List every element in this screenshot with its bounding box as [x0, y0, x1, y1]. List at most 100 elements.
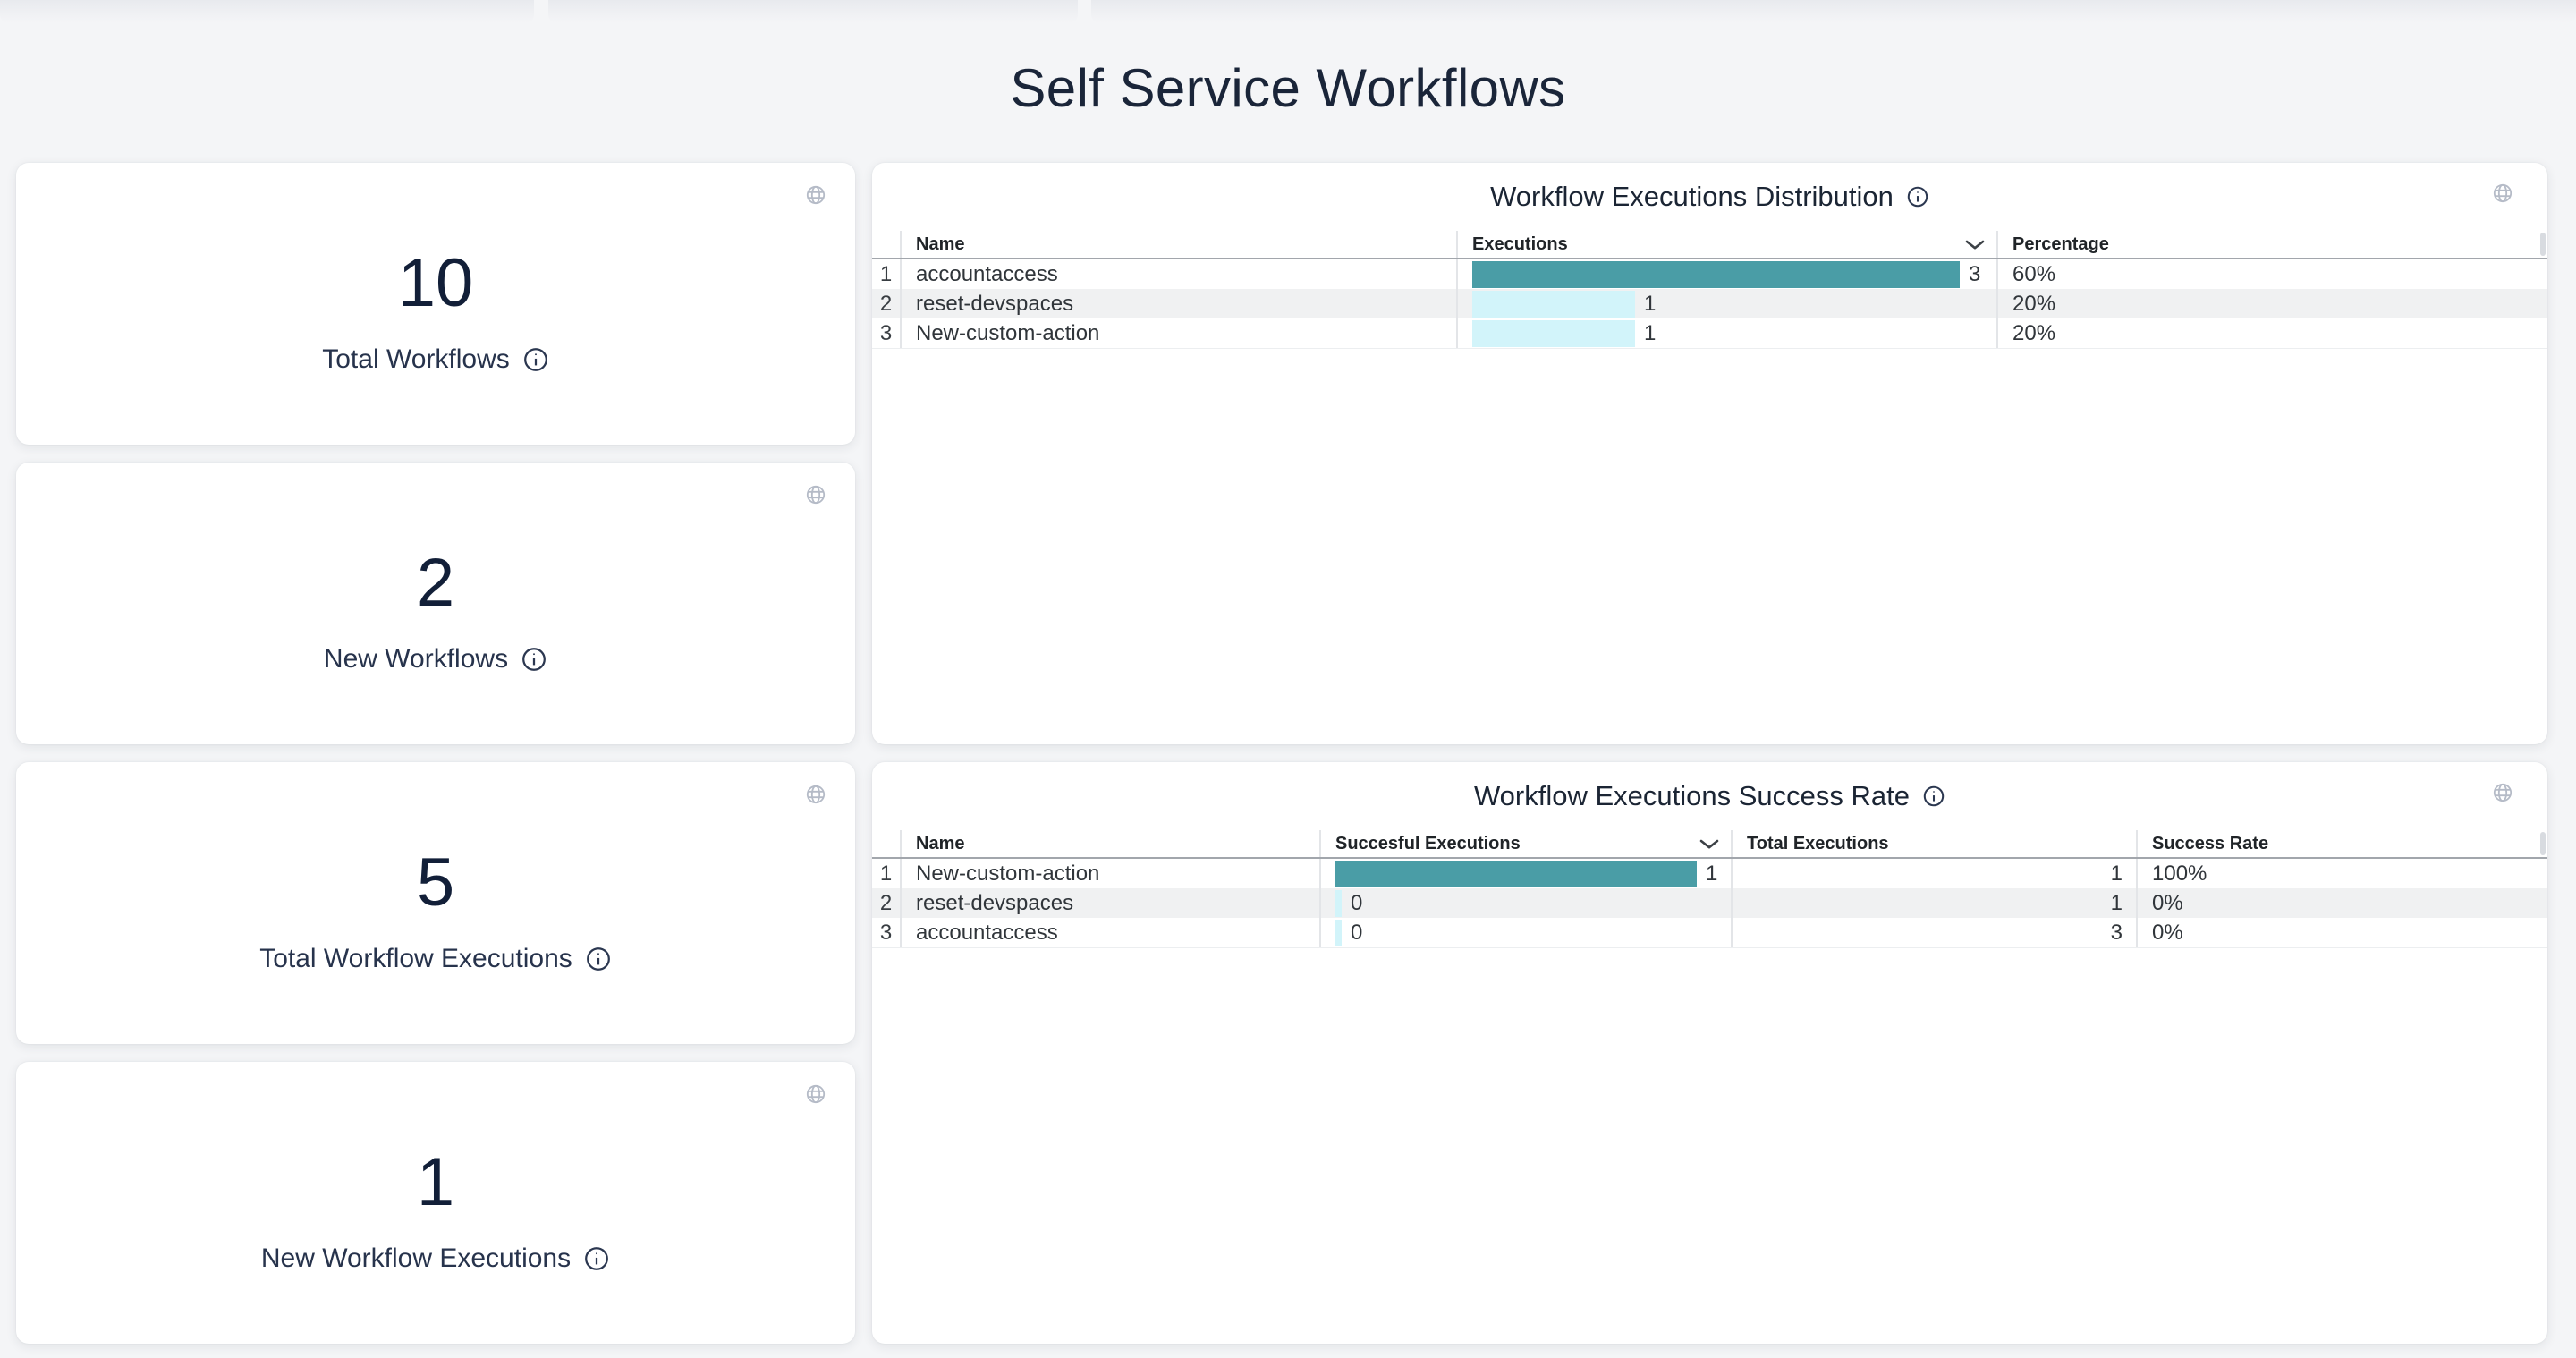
stat-card-new-workflow-executions: 1 New Workflow Executions: [16, 1062, 855, 1344]
sort-chevron-down-icon: [1964, 239, 1986, 250]
row-number: 2: [879, 291, 893, 316]
column-header-label: Succesful Executions: [1335, 833, 1521, 853]
table-row[interactable]: 3 accountaccess 0 3 0%: [872, 918, 2547, 947]
bar-value-label: 3: [1969, 261, 1981, 286]
top-placeholder-tab: [1091, 0, 2576, 23]
globe-icon[interactable]: [2492, 782, 2513, 803]
cell-name: accountaccess: [900, 918, 1319, 947]
stat-label: Total Workflow Executions: [259, 943, 572, 973]
cell-rate: 0%: [2136, 888, 2547, 918]
globe-icon[interactable]: [805, 184, 826, 206]
info-icon[interactable]: [521, 646, 547, 673]
column-header-name[interactable]: Name: [900, 231, 1456, 258]
panel-title: Workflow Executions Success Rate: [1473, 780, 1910, 811]
cell-successful: 0: [1319, 888, 1731, 918]
bar-value-label: 1: [1644, 291, 1657, 316]
row-number: 2: [879, 890, 893, 915]
cell-name: New-custom-action: [900, 318, 1456, 348]
table-row[interactable]: 2 reset-devspaces 0 1 0%: [872, 888, 2547, 918]
cell-successful: 1: [1319, 859, 1731, 888]
cell-name: reset-devspaces: [900, 888, 1319, 918]
stat-value: 1: [416, 1143, 455, 1220]
stat-value: 10: [397, 244, 474, 321]
info-icon[interactable]: [1906, 185, 1929, 208]
value-bar: [1335, 860, 1697, 887]
value-bar: [1472, 260, 1960, 288]
info-icon[interactable]: [583, 1245, 610, 1272]
cell-percentage: 20%: [1996, 289, 2547, 318]
column-header-rate[interactable]: Success Rate: [2136, 830, 2547, 857]
page-title: Self Service Workflows: [1010, 58, 1566, 118]
value-bar: [1472, 290, 1635, 318]
column-header-executions[interactable]: Executions: [1456, 231, 1996, 258]
column-header-label: Total Executions: [1747, 833, 1889, 853]
cell-total: 1: [1731, 859, 2136, 888]
cell-executions: 3: [1456, 259, 1996, 289]
cell-rate: 100%: [2136, 859, 2547, 888]
stat-label: Total Workflows: [322, 344, 510, 374]
globe-icon[interactable]: [805, 1083, 826, 1105]
globe-icon[interactable]: [805, 784, 826, 805]
row-number: 3: [879, 920, 893, 945]
panel-title: Workflow Executions Distribution: [1490, 181, 1894, 212]
stat-value: 5: [416, 844, 455, 921]
cell-name: reset-devspaces: [900, 289, 1456, 318]
table-row[interactable]: 2 reset-devspaces 1 20%: [872, 289, 2547, 318]
cell-name: accountaccess: [900, 259, 1456, 289]
table-row[interactable]: 3 New-custom-action 1 20%: [872, 318, 2547, 348]
top-placeholder-tab: [548, 0, 1078, 23]
table-body: 1 New-custom-action 1 1 100% 2 reset-devspaces…: [872, 859, 2547, 948]
column-header-name[interactable]: Name: [900, 830, 1319, 857]
column-header-percentage[interactable]: Percentage: [1996, 231, 2547, 258]
cell-name: New-custom-action: [900, 859, 1319, 888]
globe-icon[interactable]: [805, 484, 826, 505]
value-bar: [1335, 889, 1342, 917]
stat-value: 2: [416, 544, 455, 621]
workflow-executions-distribution-table: Name Executions Percentage 1 accountaccess 3 6…: [872, 231, 2547, 349]
panel-workflow-executions-success-rate: Workflow Executions Success Rate Name Suc…: [872, 762, 2547, 1344]
cell-percentage: 20%: [1996, 318, 2547, 348]
table-row[interactable]: 1 New-custom-action 1 1 100%: [872, 859, 2547, 888]
cell-successful: 0: [1319, 918, 1731, 947]
scrollbar-thumb[interactable]: [2540, 233, 2546, 256]
column-header-label: Name: [916, 233, 965, 254]
row-number: 1: [879, 861, 893, 886]
workflow-executions-success-rate-table: Name Succesful Executions Total Executions…: [872, 830, 2547, 948]
value-bar: [1472, 319, 1635, 347]
stat-card-new-workflows: 2 New Workflows: [16, 463, 855, 744]
stat-label: New Workflows: [323, 643, 509, 674]
table-header-row: Name Succesful Executions Total Executions…: [872, 830, 2547, 859]
stat-label: New Workflow Executions: [260, 1243, 572, 1273]
column-header-index: [872, 830, 900, 857]
table-row[interactable]: 1 accountaccess 3 60%: [872, 259, 2547, 289]
info-icon[interactable]: [585, 946, 612, 972]
column-header-label: Executions: [1472, 233, 1568, 254]
cell-total: 1: [1731, 888, 2136, 918]
top-placeholder-tab: [0, 0, 534, 23]
panel-workflow-executions-distribution: Workflow Executions Distribution Name Exe…: [872, 163, 2547, 744]
cell-percentage: 60%: [1996, 259, 2547, 289]
bar-value-label: 1: [1644, 320, 1657, 345]
info-icon[interactable]: [1922, 785, 1945, 808]
bar-value-label: 0: [1351, 890, 1363, 915]
value-bar: [1335, 919, 1342, 946]
cell-executions: 1: [1456, 318, 1996, 348]
column-header-index: [872, 231, 900, 258]
info-icon[interactable]: [522, 346, 549, 373]
table-header-row: Name Executions Percentage: [872, 231, 2547, 259]
column-header-label: Percentage: [2012, 233, 2109, 254]
column-header-label: Success Rate: [2152, 833, 2269, 853]
cell-total: 3: [1731, 918, 2136, 947]
stat-card-total-workflows: 10 Total Workflows: [16, 163, 855, 445]
cell-rate: 0%: [2136, 918, 2547, 947]
scrollbar-thumb[interactable]: [2540, 832, 2546, 855]
column-header-successful[interactable]: Succesful Executions: [1319, 830, 1731, 857]
bar-value-label: 0: [1351, 920, 1363, 945]
row-number: 1: [879, 261, 893, 286]
row-number: 3: [879, 320, 893, 345]
globe-icon[interactable]: [2492, 182, 2513, 204]
bar-value-label: 1: [1706, 861, 1718, 886]
stat-card-total-workflow-executions: 5 Total Workflow Executions: [16, 762, 855, 1044]
column-header-total[interactable]: Total Executions: [1731, 830, 2136, 857]
sort-chevron-down-icon: [1699, 838, 1720, 850]
